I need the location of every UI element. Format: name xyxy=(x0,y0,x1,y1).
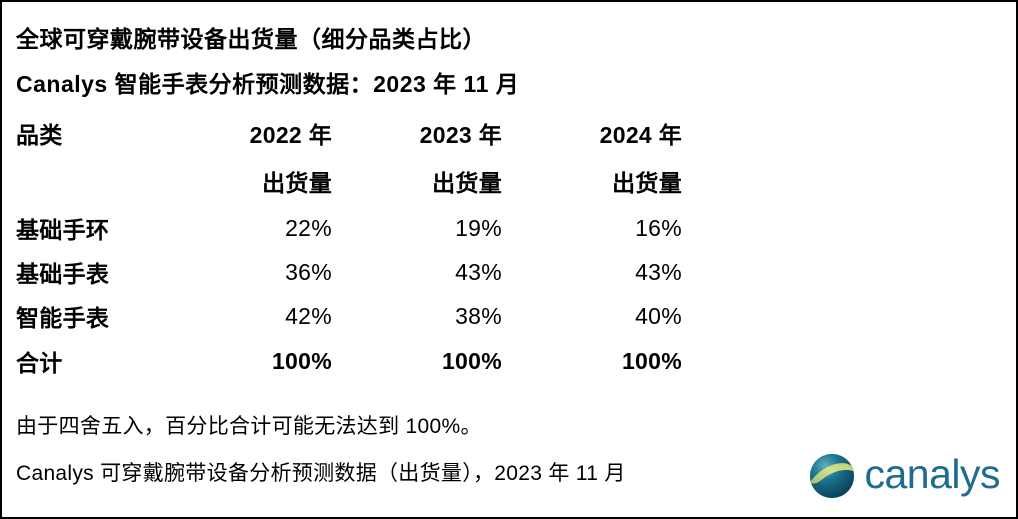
canalys-logo: canalys xyxy=(809,453,1000,499)
table-row-total: 合计 100% 100% 100% xyxy=(16,338,996,384)
table-row-basic-band: 基础手环 22% 19% 16% xyxy=(16,206,996,250)
cell-value: 22% xyxy=(285,214,332,241)
table-row-smartwatch: 智能手表 42% 38% 40% xyxy=(16,294,996,338)
row-category-label: 基础手表 xyxy=(16,261,110,288)
column-header-year-2023: 2023 年 xyxy=(419,122,502,149)
cell-value: 19% xyxy=(455,214,502,241)
cell-value: 40% xyxy=(635,302,682,329)
column-header-unit-2022: 出货量 xyxy=(262,170,332,197)
cell-value: 36% xyxy=(285,258,332,285)
cell-value: 43% xyxy=(635,258,682,285)
canalys-globe-icon xyxy=(809,453,855,499)
column-header-year-2024: 2024 年 xyxy=(599,122,682,149)
column-header-unit-2024: 出货量 xyxy=(612,170,682,197)
row-category-label: 合计 xyxy=(16,350,63,377)
row-category-label: 基础手环 xyxy=(16,217,110,244)
canalys-wordmark: canalys xyxy=(864,450,1000,497)
page-title: 全球可穿戴腕带设备出货量（细分品类占比） xyxy=(16,26,486,52)
cell-value-total: 100% xyxy=(441,347,502,374)
row-category-label: 智能手表 xyxy=(16,305,110,332)
table-header-row-units: 出货量 出货量 出货量 xyxy=(16,156,996,206)
footnote-rounding: 由于四舍五入，百分比合计可能无法达到 100%。 xyxy=(16,415,482,439)
cell-value-total: 100% xyxy=(621,347,682,374)
table-row-basic-watch: 基础手表 36% 43% 43% xyxy=(16,250,996,294)
cell-value: 43% xyxy=(455,258,502,285)
column-header-year-2022: 2022 年 xyxy=(249,122,332,149)
cell-value-total: 100% xyxy=(271,347,332,374)
cell-value: 16% xyxy=(635,214,682,241)
column-header-category: 品类 xyxy=(16,122,63,149)
cell-value: 38% xyxy=(455,302,502,329)
shipment-share-table: 品类 2022 年 2023 年 2024 年 出货量 出货量 出货量 基础手环… xyxy=(16,110,996,384)
cell-value: 42% xyxy=(285,302,332,329)
column-header-unit-2023: 出货量 xyxy=(432,170,502,197)
page-subtitle: Canalys 智能手表分析预测数据：2023 年 11 月 xyxy=(16,70,520,97)
footnote-source: Canalys 可穿戴腕带设备分析预测数据（出货量），2023 年 11 月 xyxy=(16,462,626,486)
table-header-row-years: 品类 2022 年 2023 年 2024 年 xyxy=(16,110,996,156)
